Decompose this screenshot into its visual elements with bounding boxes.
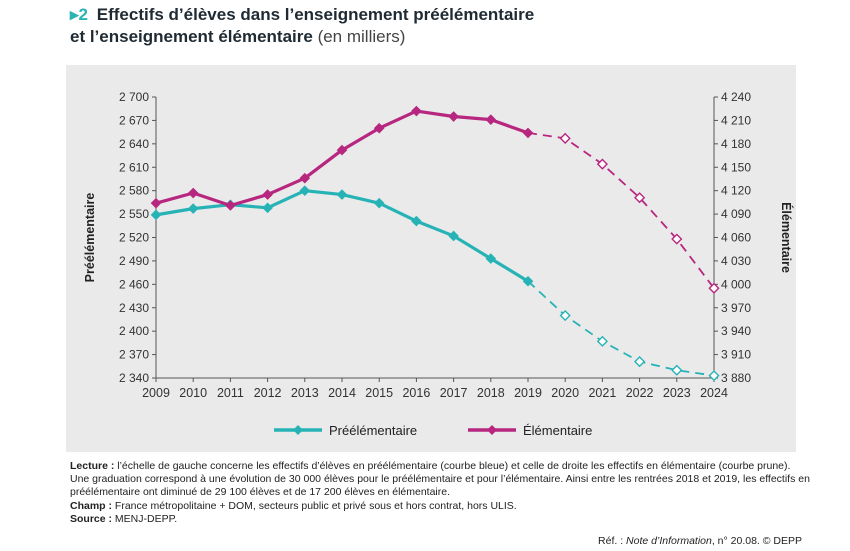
data-point-marker [262, 202, 273, 214]
left-tick-label: 2 580 [119, 184, 149, 198]
y-axis-title-left: Préélémentaire [83, 193, 97, 283]
source-note: Source : MENJ-DEPP. [70, 512, 178, 525]
right-tick-label: 3 940 [721, 324, 751, 338]
data-point-marker [559, 309, 571, 322]
data-point-marker [634, 356, 646, 368]
data-point-marker [559, 132, 571, 144]
x-tick-label: 2017 [440, 386, 468, 400]
legend-swatch-marker [487, 425, 497, 435]
chart-notes: Lecture : l’échelle de gauche concerne l… [70, 460, 810, 526]
left-tick-label: 2 610 [119, 160, 149, 174]
x-tick-label: 2021 [588, 386, 616, 400]
data-point-marker [187, 187, 199, 199]
data-point-marker [448, 230, 459, 242]
left-tick-label: 2 370 [119, 348, 149, 362]
right-tick-label: 4 090 [721, 207, 751, 221]
right-tick-label: 4 180 [721, 137, 751, 151]
data-point-marker [336, 189, 348, 200]
right-tick-label: 4 210 [721, 113, 751, 127]
left-tick-label: 2 490 [119, 254, 149, 268]
data-point-marker [262, 189, 273, 200]
legend-label: Élémentaire [523, 423, 592, 438]
data-point-marker [596, 158, 608, 170]
x-tick-label: 2009 [142, 386, 170, 400]
x-tick-label: 2015 [365, 386, 393, 400]
title-line-1: ▸2 Effectifs d’élèves dans l’enseignemen… [70, 4, 830, 26]
data-point-marker [299, 172, 311, 184]
title-text-1: Effectifs d’élèves dans l’enseignement p… [96, 5, 535, 24]
left-tick-label: 2 640 [119, 137, 149, 151]
title-line-2: et l’enseignement élémentaire (en millie… [70, 26, 830, 48]
right-tick-label: 3 880 [721, 371, 751, 385]
data-point-marker [225, 200, 236, 211]
left-tick-label: 2 460 [119, 277, 149, 291]
data-point-marker [411, 105, 422, 117]
lecture-note: Lecture : l’échelle de gauche concerne l… [70, 460, 810, 499]
legend-label: Préélémentaire [329, 423, 417, 438]
series-line-projected-0 [527, 280, 715, 377]
data-point-marker [373, 122, 385, 134]
right-tick-label: 4 150 [721, 160, 751, 174]
figure-number: ▸2 [70, 5, 89, 24]
data-point-marker [522, 127, 534, 139]
data-point-marker [596, 335, 608, 347]
right-tick-label: 4 120 [721, 184, 751, 198]
left-tick-label: 2 340 [119, 371, 149, 385]
left-tick-label: 2 400 [119, 324, 149, 338]
right-tick-label: 4 060 [721, 231, 751, 245]
x-tick-label: 2024 [700, 386, 728, 400]
data-point-marker [336, 144, 348, 156]
right-tick-label: 4 030 [721, 254, 751, 268]
data-point-marker [671, 364, 683, 376]
data-point-marker [411, 215, 422, 227]
right-tick-label: 3 910 [721, 348, 751, 362]
data-point-marker [150, 197, 162, 209]
reference-note: Réf. : Note d’Information, n° 20.08. © D… [598, 535, 802, 547]
x-tick-label: 2023 [663, 386, 691, 400]
title-unit: (en milliers) [317, 27, 406, 46]
data-point-marker [187, 203, 199, 214]
x-tick-label: 2020 [551, 386, 579, 400]
x-tick-label: 2011 [217, 386, 244, 400]
x-tick-label: 2019 [514, 386, 542, 400]
data-point-marker [150, 209, 162, 221]
right-tick-label: 4 240 [721, 90, 751, 104]
left-tick-label: 2 670 [119, 113, 149, 127]
x-tick-label: 2013 [291, 386, 319, 400]
left-tick-label: 2 700 [119, 90, 149, 104]
left-tick-label: 2 430 [119, 301, 149, 315]
x-tick-label: 2012 [254, 386, 282, 400]
data-point-marker [485, 114, 497, 125]
data-point-marker [485, 253, 497, 264]
data-point-marker [671, 233, 683, 245]
data-point-marker [448, 111, 459, 122]
title-text-2: et l’enseignement élémentaire [70, 27, 313, 46]
legend-swatch-marker [293, 425, 303, 435]
data-point-marker [299, 185, 311, 196]
left-tick-label: 2 550 [119, 207, 149, 221]
champ-note: Champ : France métropolitaine + DOM, sec… [70, 499, 517, 512]
chart-title: ▸2 Effectifs d’élèves dans l’enseignemen… [70, 4, 830, 48]
right-tick-label: 3 970 [721, 301, 751, 315]
x-tick-label: 2014 [328, 386, 356, 400]
x-tick-label: 2016 [402, 386, 430, 400]
data-point-marker [708, 282, 720, 294]
y-axis-title-right: Élémentaire [779, 202, 794, 273]
data-point-marker [634, 192, 646, 204]
series-line-observed-0 [155, 189, 529, 283]
chart-panel: 2 700 2 670 2 640 2 610 2 580 2 550 2 520 2 490… [66, 65, 796, 452]
line-chart: 2 700 2 670 2 640 2 610 2 580 2 550 2 520 2 490… [83, 90, 794, 438]
data-point-marker [708, 370, 720, 382]
right-tick-label: 4 000 [721, 277, 751, 291]
series-line-projected-1 [527, 132, 715, 289]
x-tick-label: 2010 [179, 386, 207, 400]
left-tick-label: 2 520 [119, 231, 149, 245]
data-point-marker [522, 275, 534, 287]
data-point-marker [373, 197, 385, 209]
x-tick-label: 2022 [626, 386, 654, 400]
x-tick-label: 2018 [477, 386, 505, 400]
